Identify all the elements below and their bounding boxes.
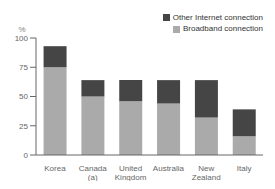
html-text:Other Internet connection: Other Internet connection	[172, 13, 263, 23]
svg-text:Canada(a): Canada(a)	[79, 164, 108, 181]
html-text:Broadband connection: Broadband connection	[182, 24, 263, 34]
svg-text:100: 100	[15, 34, 29, 43]
svg-text:25: 25	[19, 122, 28, 131]
svg-text:UnitedKingdom: UnitedKingdom	[115, 164, 147, 181]
svg-text:%: %	[18, 25, 25, 34]
svg-text:NewZealand: NewZealand	[192, 164, 221, 181]
svg-text:Italy: Italy	[237, 164, 252, 173]
svg-text:0: 0	[24, 151, 29, 160]
svg-text:50: 50	[19, 92, 28, 101]
svg-text:Australia: Australia	[153, 164, 185, 173]
svg-text:Korea: Korea	[44, 164, 66, 173]
svg-text:75: 75	[19, 63, 28, 72]
